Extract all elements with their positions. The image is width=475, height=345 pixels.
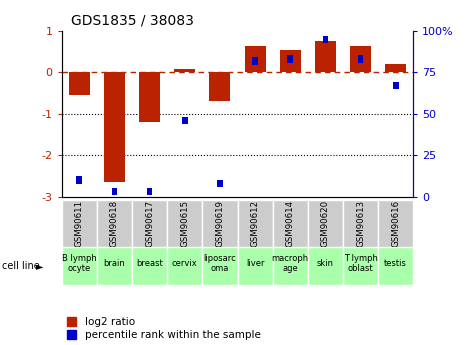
Bar [202, 200, 238, 247]
Bar [358, 56, 363, 63]
Text: brain: brain [104, 259, 125, 268]
Bar [238, 247, 273, 285]
Text: GSM90618: GSM90618 [110, 200, 119, 247]
Text: liposarc
oma: liposarc oma [204, 254, 236, 273]
Bar [245, 46, 266, 72]
Bar [182, 117, 188, 124]
Text: breast: breast [136, 259, 163, 268]
Text: GSM90611: GSM90611 [75, 200, 84, 247]
Bar [139, 72, 160, 122]
Bar [273, 200, 308, 247]
Bar [174, 69, 195, 72]
Bar [385, 64, 406, 72]
Text: T lymph
oblast: T lymph oblast [343, 254, 378, 273]
Text: liver: liver [246, 259, 264, 268]
Bar [97, 247, 132, 285]
Text: GSM90614: GSM90614 [286, 200, 294, 247]
Bar [315, 41, 336, 72]
Bar [308, 247, 343, 285]
Text: ►: ► [36, 261, 43, 270]
Bar [202, 247, 238, 285]
Bar [69, 72, 90, 95]
Text: B lymph
ocyte: B lymph ocyte [62, 254, 97, 273]
Bar [273, 247, 308, 285]
Text: GSM90612: GSM90612 [251, 200, 259, 247]
Bar [238, 200, 273, 247]
Bar [280, 50, 301, 72]
Bar [97, 200, 132, 247]
Bar [343, 247, 378, 285]
Bar [167, 200, 202, 247]
Bar [112, 188, 117, 195]
Bar [252, 57, 258, 65]
Text: GSM90616: GSM90616 [391, 200, 400, 247]
Text: cervix: cervix [172, 259, 198, 268]
Bar [378, 247, 413, 285]
Bar [343, 200, 378, 247]
Bar [62, 200, 97, 247]
Bar [378, 200, 413, 247]
Bar [217, 180, 223, 187]
Bar [76, 176, 82, 184]
Bar [209, 72, 230, 101]
Text: macroph
age: macroph age [272, 254, 309, 273]
Text: GSM90617: GSM90617 [145, 200, 154, 247]
Bar [132, 200, 167, 247]
Bar [167, 247, 202, 285]
Bar [62, 247, 97, 285]
Text: testis: testis [384, 259, 407, 268]
Bar [323, 36, 328, 43]
Bar [308, 200, 343, 247]
Bar [393, 82, 399, 89]
Text: GSM90620: GSM90620 [321, 200, 330, 247]
Text: cell line: cell line [2, 261, 40, 270]
Bar [132, 247, 167, 285]
Bar [287, 56, 293, 63]
Text: GSM90615: GSM90615 [180, 200, 189, 247]
Text: GSM90613: GSM90613 [356, 200, 365, 247]
Bar [350, 46, 371, 72]
Text: skin: skin [317, 259, 334, 268]
Text: GDS1835 / 38083: GDS1835 / 38083 [71, 13, 194, 28]
Text: GSM90619: GSM90619 [216, 200, 224, 247]
Legend: log2 ratio, percentile rank within the sample: log2 ratio, percentile rank within the s… [67, 317, 261, 340]
Bar [147, 188, 152, 195]
Bar [104, 72, 125, 182]
